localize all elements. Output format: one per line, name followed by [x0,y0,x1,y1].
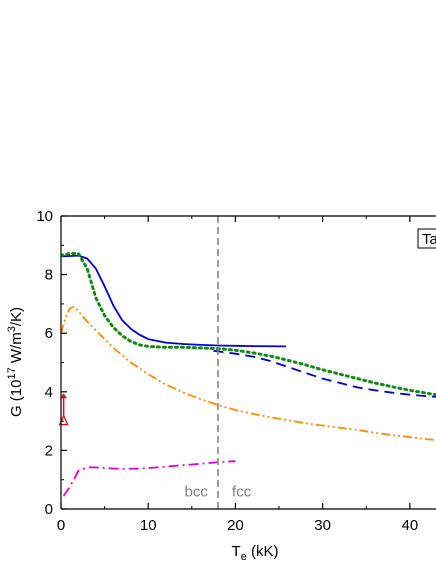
series-line-4 [61,305,436,441]
region-label-bcc: bcc [185,483,209,500]
data-point-triangle [58,414,69,426]
region-label-fcc: fcc [232,483,252,500]
series-line-3 [61,252,436,397]
y-tick-label: 0 [45,501,53,518]
x-tick-label: 10 [140,517,157,534]
series-line-2 [213,349,436,398]
x-axis-title: Te (kK) [232,543,279,563]
x-tick-label: 40 [401,517,418,534]
legend-label: Ta [422,231,436,248]
y-axis-title: G (1017 W/m3/K) [6,307,25,417]
x-tick-label: 30 [314,517,331,534]
x-tick-label: 20 [227,517,244,534]
series-line-1 [61,254,287,348]
marker-group [58,393,69,426]
legend-box [417,228,436,249]
y-tick-label: 2 [45,442,53,459]
ticks-group: 0 10 20 30 40 0 2 4 6 8 10 [36,208,418,534]
y-tick-label: 4 [45,384,53,401]
y-tick-label: 6 [45,325,53,342]
y-tick-label: 8 [45,267,53,284]
y-tick-label: 10 [36,208,53,225]
series-group [61,252,436,497]
arrow-up-icon [60,393,68,399]
x-tick-label: 0 [57,517,65,534]
series-line-5 [62,460,236,497]
